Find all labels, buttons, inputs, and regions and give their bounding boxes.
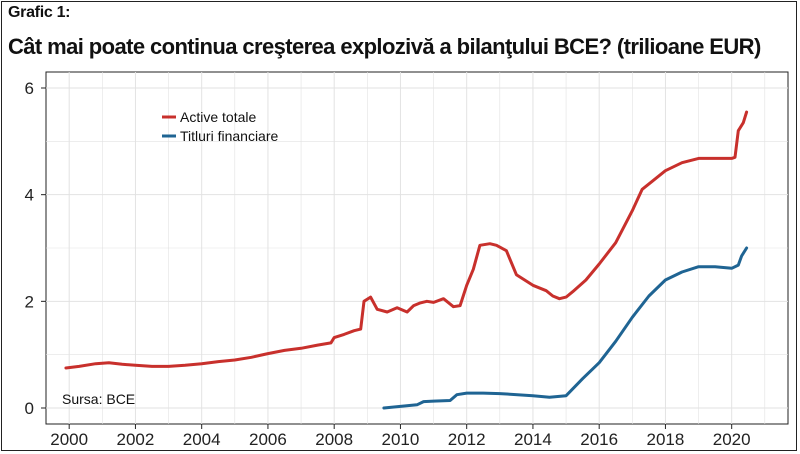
x-tick-label: 2012 — [448, 430, 486, 449]
series-line-active-totale — [64, 110, 749, 370]
x-tick-label: 2010 — [382, 430, 420, 449]
y-tick-label: 4 — [25, 186, 34, 205]
axis-ticks: 2000 2002 2004 2006 2008 2010 2012 2014 2016 2018… — [25, 79, 751, 449]
x-tick-label: 2018 — [647, 430, 685, 449]
x-tick-label: 2008 — [315, 430, 353, 449]
source-note: Sursa: BCE — [62, 391, 135, 407]
legend-label: Active totale — [180, 109, 256, 125]
x-tick-label: 2016 — [580, 430, 618, 449]
chart-title: Cât mai poate continua creşterea explozi… — [8, 34, 761, 59]
legend: Active totale Titluri financiare — [162, 109, 279, 144]
x-tick-label: 2020 — [713, 430, 751, 449]
x-tick-label: 2002 — [117, 430, 155, 449]
series-line-titluri-financiare — [382, 246, 749, 410]
y-tick-label: 6 — [25, 79, 34, 98]
y-tick-label: 0 — [25, 399, 34, 418]
figure-label: Grafic 1: — [8, 4, 71, 21]
y-tick-label: 2 — [25, 292, 34, 311]
x-tick-label: 2014 — [514, 430, 552, 449]
x-tick-label: 2004 — [183, 430, 221, 449]
legend-label: Titluri financiare — [180, 128, 279, 144]
gridlines — [46, 72, 788, 424]
series-lines — [64, 110, 749, 410]
x-tick-label: 2006 — [249, 430, 287, 449]
x-tick-label: 2000 — [50, 430, 88, 449]
